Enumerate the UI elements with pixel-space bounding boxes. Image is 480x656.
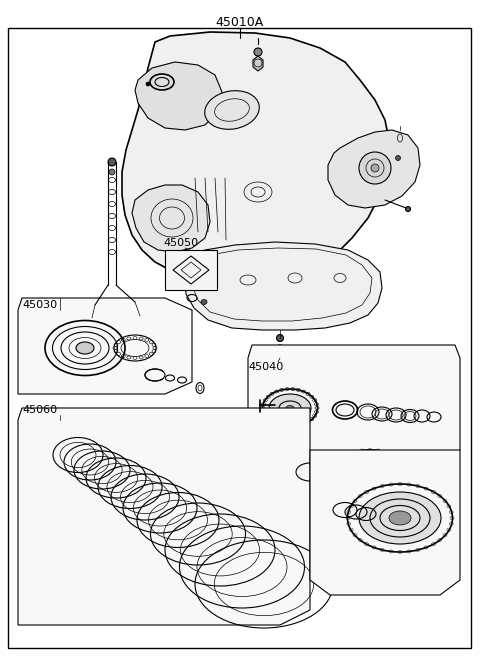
- Text: 45030: 45030: [22, 300, 57, 310]
- Ellipse shape: [359, 492, 441, 544]
- Polygon shape: [132, 185, 210, 252]
- Polygon shape: [328, 130, 420, 208]
- Text: 45040: 45040: [248, 362, 283, 372]
- Ellipse shape: [276, 335, 284, 342]
- Polygon shape: [18, 298, 192, 394]
- Text: 45060: 45060: [22, 405, 57, 415]
- Polygon shape: [310, 450, 460, 595]
- Ellipse shape: [269, 394, 311, 422]
- Ellipse shape: [286, 405, 294, 411]
- Ellipse shape: [146, 82, 150, 86]
- Ellipse shape: [359, 152, 391, 184]
- Polygon shape: [18, 408, 310, 625]
- Ellipse shape: [406, 207, 410, 211]
- Ellipse shape: [362, 475, 377, 485]
- Text: 45050: 45050: [163, 238, 198, 248]
- Ellipse shape: [389, 511, 411, 525]
- Ellipse shape: [396, 155, 400, 161]
- Ellipse shape: [343, 462, 397, 497]
- Ellipse shape: [108, 158, 116, 166]
- Ellipse shape: [204, 91, 259, 129]
- Text: 45010A: 45010A: [216, 16, 264, 29]
- Polygon shape: [248, 345, 460, 462]
- Polygon shape: [253, 56, 263, 71]
- Ellipse shape: [371, 164, 379, 172]
- Ellipse shape: [254, 48, 262, 56]
- Ellipse shape: [109, 169, 115, 175]
- Polygon shape: [135, 62, 222, 130]
- Bar: [165, 250, 217, 290]
- Ellipse shape: [201, 300, 207, 304]
- Polygon shape: [185, 242, 382, 330]
- Ellipse shape: [276, 345, 284, 351]
- Polygon shape: [122, 32, 390, 272]
- Ellipse shape: [76, 342, 94, 354]
